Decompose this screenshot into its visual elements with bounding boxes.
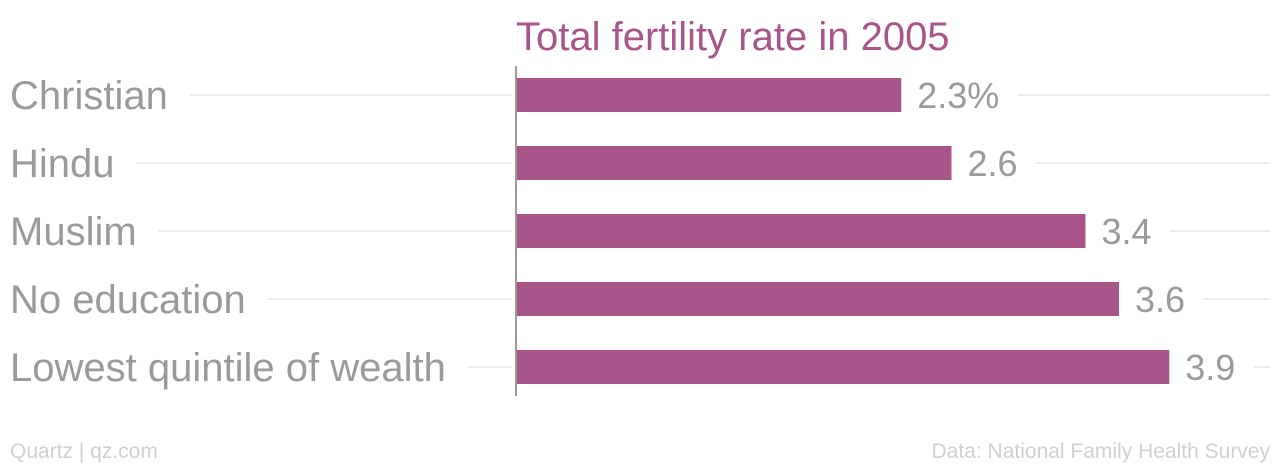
bar — [516, 214, 1086, 248]
footer-source-left: Quartz | qz.com — [10, 440, 158, 463]
category-label: Lowest quintile of wealth — [10, 346, 446, 390]
chart-title: Total fertility rate in 2005 — [516, 15, 950, 59]
bar-row: Hindu 2.6 — [10, 142, 1270, 186]
data-label: 3.6 — [1135, 279, 1185, 320]
category-label: Christian — [10, 74, 168, 118]
data-label: 2.3% — [917, 75, 999, 116]
data-label: 3.4 — [1102, 211, 1152, 252]
data-label: 3.9 — [1185, 347, 1235, 388]
bars-layer: Christian 2.3% Hindu 2.6 Muslim 3.4 No educati… — [10, 74, 1270, 390]
category-label: No education — [10, 278, 246, 322]
bar — [516, 282, 1119, 316]
bar-row: Lowest quintile of wealth 3.9 — [10, 346, 1270, 390]
bar-row: No education 3.6 — [10, 278, 1270, 322]
bar — [516, 78, 902, 112]
bar-row: Muslim 3.4 — [10, 210, 1270, 254]
bar — [516, 146, 952, 180]
bar — [516, 350, 1170, 384]
footer-source-right: Data: National Family Health Survey — [932, 440, 1271, 463]
bar-row: Christian 2.3% — [10, 74, 1270, 118]
category-label: Muslim — [10, 210, 137, 254]
data-label: 2.6 — [968, 143, 1018, 184]
category-label: Hindu — [10, 142, 115, 186]
